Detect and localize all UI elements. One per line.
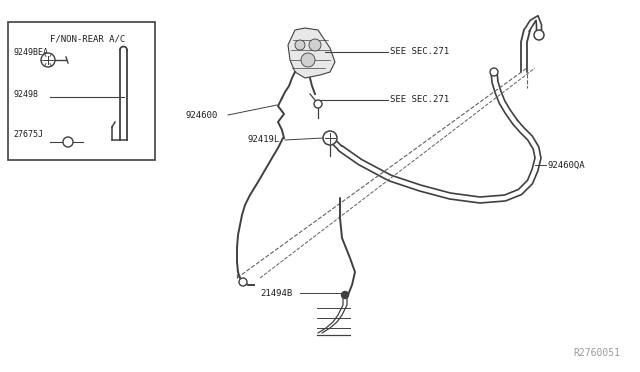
Circle shape: [342, 292, 349, 298]
Text: 9249BEA: 9249BEA: [13, 48, 48, 57]
Polygon shape: [288, 28, 335, 78]
Text: F/NON-REAR A/C: F/NON-REAR A/C: [50, 34, 125, 43]
Circle shape: [314, 100, 322, 108]
Text: SEE SEC.271: SEE SEC.271: [390, 48, 449, 57]
Circle shape: [239, 278, 247, 286]
Circle shape: [301, 53, 315, 67]
Text: 27675J: 27675J: [13, 130, 43, 139]
Circle shape: [41, 53, 55, 67]
Text: SEE SEC.271: SEE SEC.271: [390, 96, 449, 105]
Text: 92498: 92498: [13, 90, 38, 99]
Circle shape: [323, 131, 337, 145]
Text: 92419L: 92419L: [248, 135, 280, 144]
Circle shape: [490, 68, 498, 76]
Circle shape: [534, 30, 544, 40]
Text: 21494B: 21494B: [260, 289, 292, 298]
Text: R2760051: R2760051: [573, 348, 620, 358]
Text: 92460QA: 92460QA: [548, 160, 586, 170]
Bar: [8, 22, 155, 160]
Circle shape: [295, 40, 305, 50]
Circle shape: [309, 39, 321, 51]
Text: 924600: 924600: [185, 110, 217, 119]
Circle shape: [63, 137, 73, 147]
